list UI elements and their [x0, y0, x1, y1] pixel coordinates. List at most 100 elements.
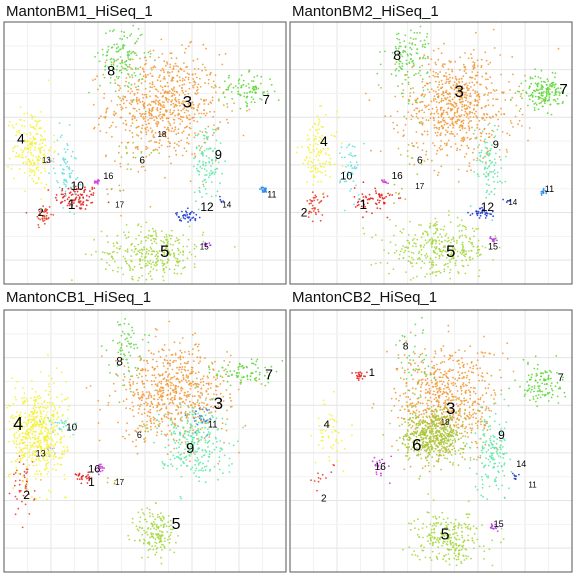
point-cluster-3 — [145, 155, 148, 158]
point-cluster-8 — [407, 81, 410, 84]
point-cluster-5 — [447, 262, 449, 265]
point-cluster-5 — [477, 239, 480, 242]
point-cluster-3 — [169, 66, 172, 69]
point-cluster-4 — [49, 146, 52, 149]
point-cluster-4 — [47, 450, 50, 453]
point-cluster-4 — [42, 138, 45, 141]
point-cluster-4 — [37, 156, 40, 159]
point-cluster-9 — [493, 169, 496, 171]
point-cluster-3 — [142, 75, 145, 77]
point-cluster-3 — [226, 418, 229, 420]
cluster-label-10: 10 — [340, 170, 352, 182]
point-cluster-4 — [30, 169, 33, 171]
point-cluster-5 — [163, 236, 166, 239]
point-cluster-1 — [55, 194, 58, 196]
point-cluster-5 — [394, 224, 397, 227]
point-cluster-3 — [122, 95, 125, 98]
point-cluster-9 — [221, 172, 224, 175]
point-cluster-2 — [52, 214, 55, 216]
point-cluster-12 — [479, 214, 482, 217]
point-cluster-3 — [110, 124, 113, 127]
point-cluster-5 — [144, 259, 146, 262]
point-cluster-5 — [171, 235, 173, 237]
point-cluster-9 — [481, 161, 484, 164]
point-cluster-12 — [485, 211, 488, 214]
point-cluster-4 — [314, 143, 317, 145]
point-cluster-4 — [29, 441, 31, 444]
point-cluster-3 — [462, 122, 465, 125]
point-cluster-4 — [56, 418, 59, 420]
point-cluster-3 — [165, 117, 168, 120]
point-cluster-2 — [322, 193, 324, 195]
point-cluster-3 — [175, 133, 178, 136]
point-cluster-13 — [48, 156, 50, 158]
point-cluster-3 — [490, 134, 493, 136]
point-cluster-3 — [133, 83, 136, 85]
point-cluster-3 — [154, 102, 157, 105]
point-cluster-7 — [545, 95, 548, 98]
point-cluster-3 — [112, 62, 115, 64]
point-cluster-3 — [492, 28, 495, 31]
point-cluster-3 — [183, 391, 186, 394]
point-cluster-5 — [418, 224, 420, 226]
point-cluster-4 — [29, 131, 32, 134]
panel-1: MantonBM1_HiSeq_112345678910111213141516… — [3, 3, 287, 285]
point-cluster-3 — [229, 393, 231, 395]
point-cluster-4 — [29, 454, 31, 457]
point-cluster-3 — [177, 144, 180, 147]
point-cluster-8 — [127, 82, 130, 84]
point-cluster-3 — [421, 80, 424, 83]
point-cluster-4 — [317, 150, 320, 153]
point-cluster-3 — [152, 66, 155, 69]
point-cluster-4 — [35, 470, 38, 473]
point-cluster-4 — [56, 463, 59, 465]
point-cluster-3 — [188, 133, 190, 136]
point-cluster-8 — [398, 45, 401, 48]
point-cluster-4 — [314, 135, 317, 138]
point-cluster-1 — [380, 194, 383, 197]
point-cluster-3 — [153, 369, 156, 371]
point-cluster-5 — [452, 237, 455, 240]
point-cluster-3 — [473, 148, 475, 150]
point-cluster-3 — [120, 358, 122, 361]
point-cluster-3 — [185, 374, 188, 377]
point-cluster-3 — [415, 131, 418, 133]
point-cluster-3 — [483, 127, 486, 130]
point-cluster-3 — [468, 120, 471, 123]
point-cluster-5 — [155, 250, 158, 253]
point-cluster-3 — [446, 78, 448, 81]
point-cluster-3 — [168, 71, 171, 74]
point-cluster-5 — [421, 260, 424, 263]
point-cluster-4 — [309, 170, 312, 173]
point-cluster-3 — [107, 401, 110, 404]
point-cluster-5 — [161, 265, 164, 267]
point-cluster-4 — [307, 147, 310, 150]
point-cluster-5 — [175, 260, 178, 263]
point-cluster-3 — [396, 110, 399, 113]
point-cluster-8 — [120, 30, 123, 33]
point-cluster-4 — [21, 154, 24, 156]
point-cluster-9 — [504, 180, 507, 183]
point-cluster-5 — [464, 234, 467, 237]
point-cluster-4 — [47, 419, 50, 422]
point-cluster-3 — [461, 85, 464, 88]
point-cluster-3 — [165, 406, 168, 408]
point-cluster-3 — [478, 96, 480, 98]
point-cluster-4 — [33, 405, 35, 407]
point-cluster-8 — [133, 72, 136, 74]
point-cluster-3 — [121, 107, 124, 110]
point-cluster-5 — [431, 243, 434, 245]
point-cluster-10 — [353, 145, 356, 148]
point-cluster-5 — [444, 239, 446, 242]
point-cluster-5 — [163, 249, 166, 252]
point-cluster-3 — [199, 396, 202, 399]
point-cluster-5 — [168, 234, 171, 237]
point-cluster-4 — [30, 162, 33, 165]
point-cluster-3 — [451, 118, 453, 121]
point-cluster-4 — [18, 413, 21, 416]
point-cluster-3 — [460, 88, 462, 91]
point-cluster-12 — [475, 210, 478, 213]
point-cluster-6 — [158, 152, 161, 155]
point-cluster-16 — [93, 182, 96, 184]
point-cluster-4 — [47, 393, 50, 396]
